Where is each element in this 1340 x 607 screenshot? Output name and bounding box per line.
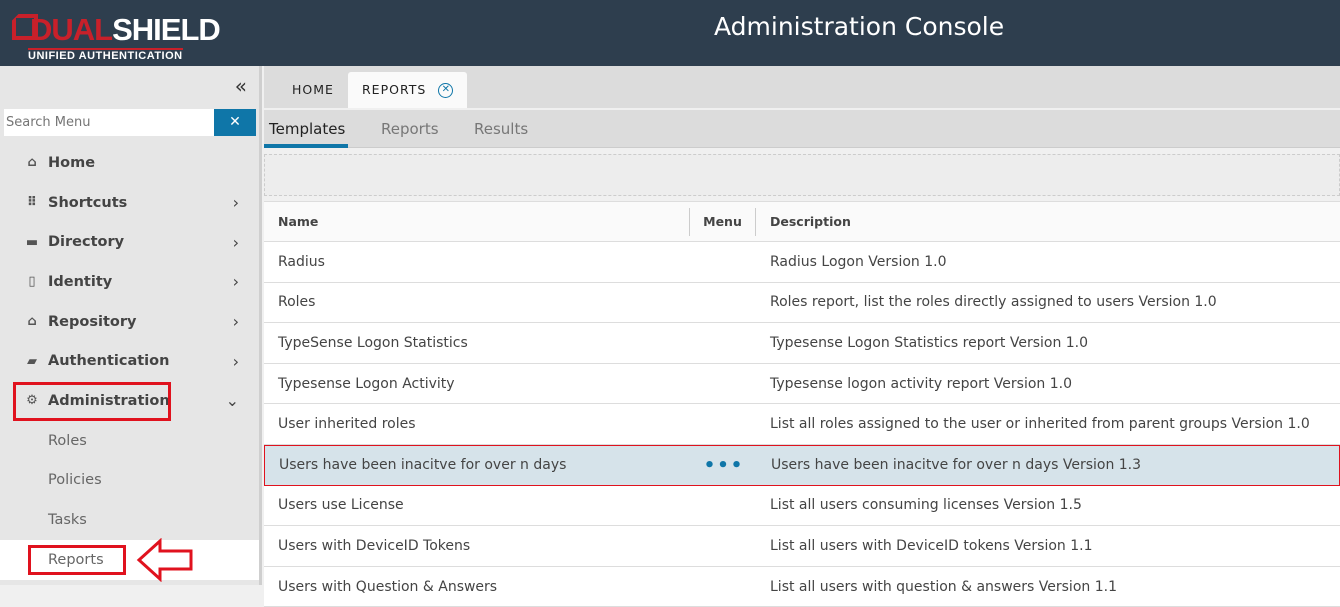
chevron-right-icon[interactable]: › <box>232 272 239 292</box>
bank-icon: ⌂ <box>27 314 37 330</box>
app-header: DUALSHIELD UNIFIED AUTHENTICATION Admini… <box>0 0 1340 66</box>
tab-bar: HOME REPORTS ✕ <box>264 66 1340 108</box>
main-content: HOME REPORTS ✕ Templates Reports Results … <box>264 66 1340 607</box>
chevron-right-icon[interactable]: › <box>232 232 239 252</box>
templates-table: Name Menu Description Radius Radius Logon… <box>264 201 1340 607</box>
subtab-bar: Templates Reports Results <box>264 110 1340 148</box>
sidebar-item-identity[interactable]: ▯ Identity › <box>0 262 259 302</box>
table-row[interactable]: Typesense Logon Activity Typesense logon … <box>264 364 1340 405</box>
wallet-icon: ▰ <box>27 353 37 369</box>
subtab-reports[interactable]: Reports <box>381 120 439 138</box>
highlight-box-reports <box>28 545 126 575</box>
collapse-sidebar-icon[interactable]: « <box>234 74 247 98</box>
sidebar-subitem-roles[interactable]: Roles <box>48 432 87 449</box>
cell-name[interactable]: Users have been inacitve for over n days <box>279 457 567 474</box>
cell-description: List all roles assigned to the user or i… <box>770 416 1310 433</box>
tab-label: REPORTS <box>362 82 427 97</box>
sidebar-item-label: Home <box>48 154 96 171</box>
logo-subtitle: UNIFIED AUTHENTICATION <box>28 48 183 62</box>
table-header: Name Menu Description <box>264 202 1340 242</box>
cell-name[interactable]: Users use License <box>278 497 404 514</box>
logo-text-red: DUAL <box>30 12 113 47</box>
sidebar-item-label: Administration <box>48 392 170 409</box>
chevron-right-icon[interactable]: › <box>232 193 239 213</box>
sidebar-item-directory[interactable]: ▬ Directory › <box>0 222 259 262</box>
cell-name[interactable]: Users with Question & Answers <box>278 578 498 595</box>
cell-description: Users have been inacitve for over n days… <box>771 457 1142 474</box>
table-row[interactable]: Users have been inacitve for over n days… <box>264 444 1340 486</box>
sidebar-nav: ⌂ Home ⠿ Shortcuts › ▬ Directory › ▯ Identity › ⌂ Re… <box>0 143 259 580</box>
tab-reports[interactable]: REPORTS ✕ <box>348 72 468 108</box>
table-row[interactable]: Roles Roles report, list the roles direct… <box>264 283 1340 324</box>
cell-description: Roles report, list the roles directly as… <box>770 294 1217 311</box>
row-menu-button[interactable]: ••• <box>703 454 745 476</box>
cell-description: List all users with DeviceID tokens Vers… <box>770 537 1093 554</box>
sidebar: « ✕ ⌂ Home ⠿ Shortcuts › ▬ Directory › ▯ Identity… <box>0 66 262 585</box>
cell-description: Radius Logon Version 1.0 <box>770 253 947 270</box>
cell-name[interactable]: Users with DeviceID Tokens <box>278 537 471 554</box>
cell-description: List all users with question & answers V… <box>770 578 1117 595</box>
id-badge-icon: ▯ <box>28 274 36 290</box>
clear-search-button[interactable]: ✕ <box>214 109 256 136</box>
page-title: Administration Console <box>714 12 1005 41</box>
cell-name[interactable]: Radius <box>278 253 325 270</box>
cell-name[interactable]: TypeSense Logon Statistics <box>278 334 468 351</box>
sidebar-item-home[interactable]: ⌂ Home <box>0 143 259 183</box>
annotation-arrow-icon <box>136 538 193 582</box>
highlight-box-administration <box>13 382 171 421</box>
cell-name[interactable]: Typesense Logon Activity <box>278 375 455 392</box>
cell-description: Typesense Logon Statistics report Versio… <box>770 334 1089 351</box>
close-tab-icon[interactable]: ✕ <box>438 83 454 98</box>
sidebar-subitem-tasks[interactable]: Tasks <box>48 512 87 529</box>
sidebar-item-label: Authentication <box>48 353 170 370</box>
cell-description: Typesense logon activity report Version … <box>770 375 1072 392</box>
folder-icon: ▬ <box>25 234 39 250</box>
cell-description: List all users consuming licenses Versio… <box>770 497 1082 514</box>
tab-home[interactable]: HOME <box>292 72 334 108</box>
tab-label: HOME <box>292 82 334 97</box>
grid-icon: ⠿ <box>26 195 38 211</box>
subtab-results[interactable]: Results <box>474 120 529 138</box>
sidebar-item-administration[interactable]: ⚙ Administration ⌄ <box>0 381 259 421</box>
home-icon: ⌂ <box>27 155 37 171</box>
table-row[interactable]: Radius Radius Logon Version 1.0 <box>264 242 1340 283</box>
sidebar-item-authentication[interactable]: ▰ Authentication › <box>0 341 259 381</box>
cell-name[interactable]: User inherited roles <box>278 416 416 433</box>
dualshield-logo: DUALSHIELD UNIFIED AUTHENTICATION <box>12 8 237 62</box>
sidebar-item-repository[interactable]: ⌂ Repository › <box>0 302 259 342</box>
toolbar-area <box>264 154 1340 196</box>
chevron-right-icon[interactable]: › <box>232 312 239 332</box>
sidebar-item-label: Identity <box>48 273 113 290</box>
sidebar-item-label: Repository <box>48 313 137 330</box>
subtab-templates[interactable]: Templates <box>264 120 349 148</box>
logo-text-white: SHIELD <box>112 12 221 47</box>
table-row[interactable]: Users use License List all users consumin… <box>264 486 1340 527</box>
table-row[interactable]: TypeSense Logon Statistics Typesense Logo… <box>264 323 1340 364</box>
chevron-right-icon[interactable]: › <box>232 351 239 371</box>
sidebar-item-shortcuts[interactable]: ⠿ Shortcuts › <box>0 183 259 223</box>
sidebar-item-label: Shortcuts <box>48 194 128 211</box>
cell-name[interactable]: Roles <box>278 294 316 311</box>
column-header-description[interactable]: Description <box>770 214 851 229</box>
search-menu-input[interactable] <box>4 109 214 136</box>
table-row[interactable]: User inherited roles List all roles assig… <box>264 404 1340 445</box>
column-header-menu: Menu <box>690 207 756 236</box>
chevron-down-icon[interactable]: ⌄ <box>225 391 239 411</box>
sidebar-item-label: Directory <box>48 234 125 251</box>
sidebar-subitem-policies[interactable]: Policies <box>48 472 102 489</box>
user-gear-icon: ⚙ <box>26 393 38 409</box>
logo-mark-icon <box>12 14 38 40</box>
table-row[interactable]: Users with Question & Answers List all us… <box>264 567 1340 607</box>
column-header-name[interactable]: Name <box>264 207 690 236</box>
table-row[interactable]: Users with DeviceID Tokens List all users… <box>264 526 1340 567</box>
